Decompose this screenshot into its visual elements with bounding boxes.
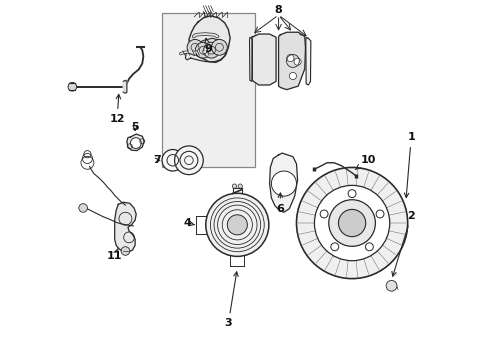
Circle shape — [386, 280, 396, 291]
Circle shape — [328, 200, 375, 246]
Text: 11: 11 — [107, 248, 122, 261]
Circle shape — [314, 185, 389, 261]
Circle shape — [187, 40, 203, 55]
Circle shape — [271, 171, 296, 196]
Circle shape — [330, 243, 338, 251]
Text: 9: 9 — [204, 39, 212, 54]
Circle shape — [162, 149, 183, 171]
Circle shape — [375, 210, 383, 218]
Text: 7: 7 — [152, 155, 160, 165]
Circle shape — [293, 58, 301, 65]
Text: 3: 3 — [224, 272, 238, 328]
Polygon shape — [249, 37, 252, 81]
Circle shape — [121, 247, 129, 255]
Text: 12: 12 — [109, 94, 125, 124]
FancyBboxPatch shape — [162, 13, 255, 167]
Circle shape — [320, 210, 327, 218]
Circle shape — [211, 40, 227, 55]
Circle shape — [296, 167, 407, 279]
Circle shape — [174, 146, 203, 175]
Circle shape — [338, 210, 365, 237]
Polygon shape — [188, 16, 230, 62]
Polygon shape — [251, 34, 276, 85]
Circle shape — [205, 193, 268, 256]
Polygon shape — [126, 134, 144, 150]
Text: 8: 8 — [274, 5, 282, 15]
Circle shape — [203, 42, 219, 58]
Polygon shape — [269, 153, 297, 212]
Circle shape — [365, 243, 372, 251]
Circle shape — [286, 54, 293, 62]
Circle shape — [227, 215, 247, 235]
Text: 4: 4 — [183, 218, 194, 228]
Circle shape — [289, 72, 296, 80]
Circle shape — [232, 184, 236, 188]
Polygon shape — [305, 37, 310, 85]
Text: 1: 1 — [404, 132, 414, 198]
Text: 10: 10 — [355, 155, 375, 170]
Text: 2: 2 — [391, 211, 414, 276]
Text: 6: 6 — [276, 193, 284, 214]
Polygon shape — [278, 32, 305, 90]
Polygon shape — [115, 202, 136, 252]
Polygon shape — [123, 80, 126, 93]
Circle shape — [68, 82, 77, 91]
Circle shape — [347, 190, 355, 198]
Polygon shape — [185, 39, 226, 62]
Circle shape — [130, 138, 141, 148]
Circle shape — [238, 184, 242, 188]
Text: 5: 5 — [131, 122, 139, 132]
Circle shape — [79, 204, 87, 212]
Circle shape — [195, 42, 211, 58]
